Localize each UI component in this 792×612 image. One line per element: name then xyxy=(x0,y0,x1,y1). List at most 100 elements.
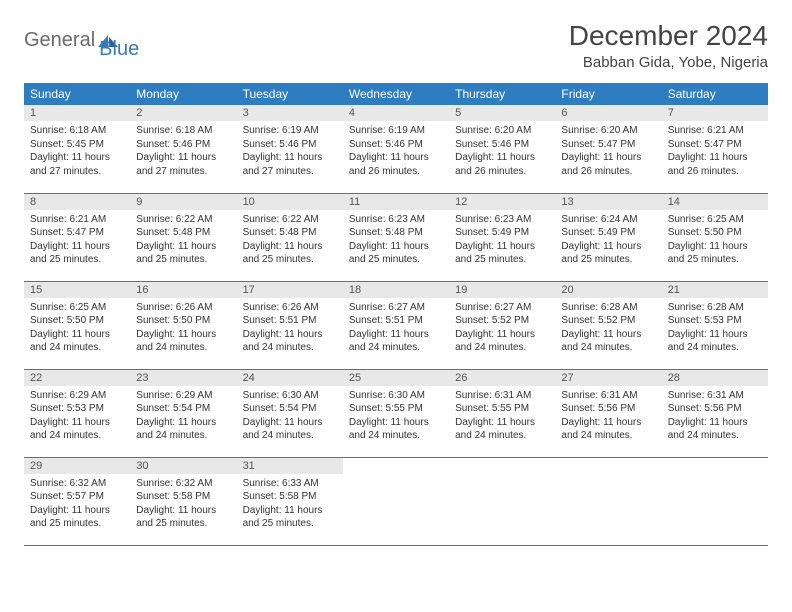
day-number: 13 xyxy=(555,194,661,210)
day-details: Sunrise: 6:28 AMSunset: 5:53 PMDaylight:… xyxy=(662,298,768,359)
day-number: 18 xyxy=(343,282,449,298)
header: General Blue December 2024 Babban Gida, … xyxy=(24,20,768,71)
weekday-header: Saturday xyxy=(662,83,768,105)
day-number: 3 xyxy=(237,105,343,121)
calendar-day-cell xyxy=(662,457,768,545)
day-number: 31 xyxy=(237,458,343,474)
day-details: Sunrise: 6:32 AMSunset: 5:57 PMDaylight:… xyxy=(24,474,130,535)
day-number: 21 xyxy=(662,282,768,298)
calendar-day-cell: 21Sunrise: 6:28 AMSunset: 5:53 PMDayligh… xyxy=(662,281,768,369)
calendar-head: SundayMondayTuesdayWednesdayThursdayFrid… xyxy=(24,83,768,105)
day-number: 30 xyxy=(130,458,236,474)
day-number: 16 xyxy=(130,282,236,298)
day-details: Sunrise: 6:28 AMSunset: 5:52 PMDaylight:… xyxy=(555,298,661,359)
day-details: Sunrise: 6:24 AMSunset: 5:49 PMDaylight:… xyxy=(555,210,661,271)
day-number: 11 xyxy=(343,194,449,210)
calendar-week-row: 22Sunrise: 6:29 AMSunset: 5:53 PMDayligh… xyxy=(24,369,768,457)
calendar-day-cell: 5Sunrise: 6:20 AMSunset: 5:46 PMDaylight… xyxy=(449,105,555,193)
calendar-week-row: 8Sunrise: 6:21 AMSunset: 5:47 PMDaylight… xyxy=(24,193,768,281)
day-details: Sunrise: 6:29 AMSunset: 5:54 PMDaylight:… xyxy=(130,386,236,447)
day-number: 27 xyxy=(555,370,661,386)
calendar-day-cell: 30Sunrise: 6:32 AMSunset: 5:58 PMDayligh… xyxy=(130,457,236,545)
day-details: Sunrise: 6:20 AMSunset: 5:47 PMDaylight:… xyxy=(555,121,661,182)
calendar-day-cell: 19Sunrise: 6:27 AMSunset: 5:52 PMDayligh… xyxy=(449,281,555,369)
calendar-day-cell: 17Sunrise: 6:26 AMSunset: 5:51 PMDayligh… xyxy=(237,281,343,369)
calendar-week-row: 1Sunrise: 6:18 AMSunset: 5:45 PMDaylight… xyxy=(24,105,768,193)
calendar-day-cell: 4Sunrise: 6:19 AMSunset: 5:46 PMDaylight… xyxy=(343,105,449,193)
calendar-day-cell: 3Sunrise: 6:19 AMSunset: 5:46 PMDaylight… xyxy=(237,105,343,193)
calendar-table: SundayMondayTuesdayWednesdayThursdayFrid… xyxy=(24,83,768,546)
day-number: 23 xyxy=(130,370,236,386)
day-number: 6 xyxy=(555,105,661,121)
day-details: Sunrise: 6:27 AMSunset: 5:51 PMDaylight:… xyxy=(343,298,449,359)
calendar-day-cell: 7Sunrise: 6:21 AMSunset: 5:47 PMDaylight… xyxy=(662,105,768,193)
calendar-day-cell: 14Sunrise: 6:25 AMSunset: 5:50 PMDayligh… xyxy=(662,193,768,281)
calendar-day-cell: 16Sunrise: 6:26 AMSunset: 5:50 PMDayligh… xyxy=(130,281,236,369)
day-details: Sunrise: 6:30 AMSunset: 5:54 PMDaylight:… xyxy=(237,386,343,447)
calendar-day-cell xyxy=(555,457,661,545)
calendar-day-cell xyxy=(343,457,449,545)
title-block: December 2024 Babban Gida, Yobe, Nigeria xyxy=(569,20,768,71)
weekday-header: Tuesday xyxy=(237,83,343,105)
day-number: 24 xyxy=(237,370,343,386)
calendar-day-cell: 10Sunrise: 6:22 AMSunset: 5:48 PMDayligh… xyxy=(237,193,343,281)
calendar-day-cell: 23Sunrise: 6:29 AMSunset: 5:54 PMDayligh… xyxy=(130,369,236,457)
day-details: Sunrise: 6:31 AMSunset: 5:56 PMDaylight:… xyxy=(555,386,661,447)
day-number: 14 xyxy=(662,194,768,210)
weekday-header: Wednesday xyxy=(343,83,449,105)
day-details: Sunrise: 6:21 AMSunset: 5:47 PMDaylight:… xyxy=(24,210,130,271)
calendar-day-cell: 31Sunrise: 6:33 AMSunset: 5:58 PMDayligh… xyxy=(237,457,343,545)
month-title: December 2024 xyxy=(569,20,768,52)
location-text: Babban Gida, Yobe, Nigeria xyxy=(569,54,768,71)
calendar-day-cell: 25Sunrise: 6:30 AMSunset: 5:55 PMDayligh… xyxy=(343,369,449,457)
calendar-day-cell: 20Sunrise: 6:28 AMSunset: 5:52 PMDayligh… xyxy=(555,281,661,369)
day-number: 26 xyxy=(449,370,555,386)
calendar-day-cell: 11Sunrise: 6:23 AMSunset: 5:48 PMDayligh… xyxy=(343,193,449,281)
day-details: Sunrise: 6:22 AMSunset: 5:48 PMDaylight:… xyxy=(237,210,343,271)
calendar-day-cell xyxy=(449,457,555,545)
day-number: 12 xyxy=(449,194,555,210)
day-number: 25 xyxy=(343,370,449,386)
day-details: Sunrise: 6:19 AMSunset: 5:46 PMDaylight:… xyxy=(237,121,343,182)
day-details: Sunrise: 6:22 AMSunset: 5:48 PMDaylight:… xyxy=(130,210,236,271)
day-details: Sunrise: 6:31 AMSunset: 5:55 PMDaylight:… xyxy=(449,386,555,447)
day-number: 17 xyxy=(237,282,343,298)
day-number: 22 xyxy=(24,370,130,386)
day-number: 29 xyxy=(24,458,130,474)
calendar-day-cell: 29Sunrise: 6:32 AMSunset: 5:57 PMDayligh… xyxy=(24,457,130,545)
day-details: Sunrise: 6:23 AMSunset: 5:49 PMDaylight:… xyxy=(449,210,555,271)
day-number: 20 xyxy=(555,282,661,298)
calendar-day-cell: 1Sunrise: 6:18 AMSunset: 5:45 PMDaylight… xyxy=(24,105,130,193)
logo: General Blue xyxy=(24,20,139,61)
calendar-day-cell: 27Sunrise: 6:31 AMSunset: 5:56 PMDayligh… xyxy=(555,369,661,457)
day-number: 10 xyxy=(237,194,343,210)
day-number: 7 xyxy=(662,105,768,121)
calendar-week-row: 29Sunrise: 6:32 AMSunset: 5:57 PMDayligh… xyxy=(24,457,768,545)
day-details: Sunrise: 6:25 AMSunset: 5:50 PMDaylight:… xyxy=(24,298,130,359)
day-details: Sunrise: 6:31 AMSunset: 5:56 PMDaylight:… xyxy=(662,386,768,447)
logo-text-general: General xyxy=(24,29,95,52)
day-number: 19 xyxy=(449,282,555,298)
weekday-header: Monday xyxy=(130,83,236,105)
calendar-body: 1Sunrise: 6:18 AMSunset: 5:45 PMDaylight… xyxy=(24,105,768,545)
day-details: Sunrise: 6:26 AMSunset: 5:51 PMDaylight:… xyxy=(237,298,343,359)
day-number: 15 xyxy=(24,282,130,298)
calendar-day-cell: 15Sunrise: 6:25 AMSunset: 5:50 PMDayligh… xyxy=(24,281,130,369)
calendar-day-cell: 12Sunrise: 6:23 AMSunset: 5:49 PMDayligh… xyxy=(449,193,555,281)
calendar-day-cell: 24Sunrise: 6:30 AMSunset: 5:54 PMDayligh… xyxy=(237,369,343,457)
calendar-day-cell: 8Sunrise: 6:21 AMSunset: 5:47 PMDaylight… xyxy=(24,193,130,281)
day-details: Sunrise: 6:20 AMSunset: 5:46 PMDaylight:… xyxy=(449,121,555,182)
day-details: Sunrise: 6:18 AMSunset: 5:45 PMDaylight:… xyxy=(24,121,130,182)
day-number: 2 xyxy=(130,105,236,121)
calendar-day-cell: 9Sunrise: 6:22 AMSunset: 5:48 PMDaylight… xyxy=(130,193,236,281)
calendar-day-cell: 28Sunrise: 6:31 AMSunset: 5:56 PMDayligh… xyxy=(662,369,768,457)
day-details: Sunrise: 6:26 AMSunset: 5:50 PMDaylight:… xyxy=(130,298,236,359)
calendar-day-cell: 6Sunrise: 6:20 AMSunset: 5:47 PMDaylight… xyxy=(555,105,661,193)
calendar-day-cell: 13Sunrise: 6:24 AMSunset: 5:49 PMDayligh… xyxy=(555,193,661,281)
day-number: 1 xyxy=(24,105,130,121)
day-details: Sunrise: 6:19 AMSunset: 5:46 PMDaylight:… xyxy=(343,121,449,182)
day-number: 28 xyxy=(662,370,768,386)
day-details: Sunrise: 6:23 AMSunset: 5:48 PMDaylight:… xyxy=(343,210,449,271)
calendar-day-cell: 26Sunrise: 6:31 AMSunset: 5:55 PMDayligh… xyxy=(449,369,555,457)
weekday-header: Friday xyxy=(555,83,661,105)
